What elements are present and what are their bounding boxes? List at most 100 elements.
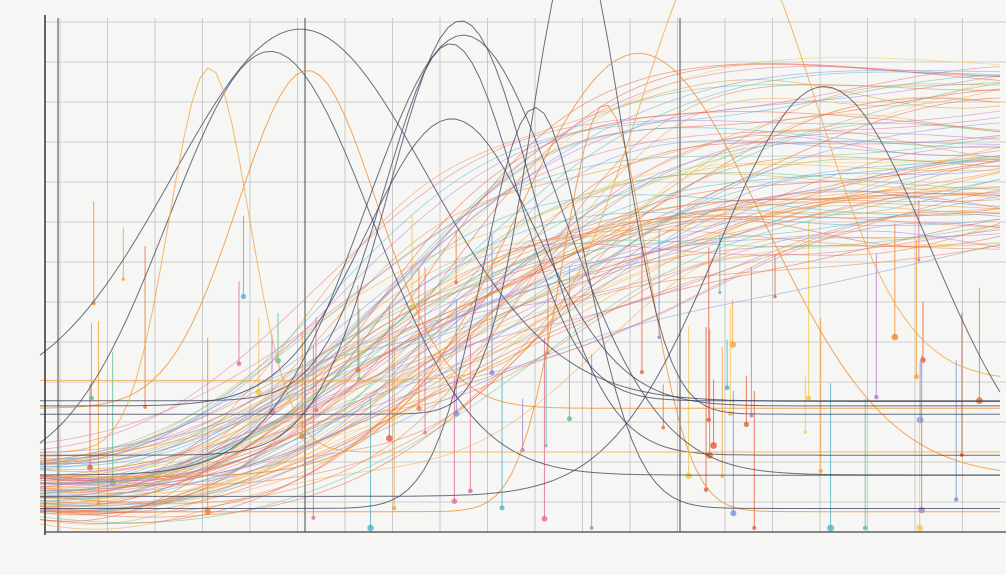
drip-dot [661,425,666,430]
curve [39,218,1001,514]
drip-dot [710,442,717,449]
drip-dot [121,277,125,281]
drip-dot [703,487,709,492]
drip-dot [236,361,242,367]
curve [39,205,1001,508]
curve [39,160,1001,485]
drip-dot [917,258,921,262]
drip-dot [639,370,644,375]
curve [39,172,1001,485]
drip-dot [916,524,923,532]
curve [39,71,1001,494]
curves [39,0,1001,532]
curve [39,233,1001,454]
drip-dot [803,430,807,434]
curve [39,127,1000,512]
curve [39,163,1001,503]
peak-curve [40,52,1001,478]
peak-curve [40,118,1000,407]
curve [39,63,1001,482]
curve [39,173,1001,494]
drip-dot [749,413,754,418]
curve [39,229,1001,505]
drip-dot [727,411,733,417]
drip-dot [451,498,458,504]
curve [39,136,1001,463]
peak-curve [40,0,1000,415]
drip-dot [468,488,473,494]
drip-dot [143,405,147,409]
drip-dot [805,395,812,401]
peak-curve [39,67,1000,453]
curve [39,189,1001,479]
curve [39,97,1001,464]
curve [39,129,1001,494]
drip-dot [724,385,730,391]
peak-curve [40,20,1000,456]
curve [39,171,1001,481]
drip-dot [386,435,393,442]
curve [40,194,1001,502]
drip-dot [918,506,925,514]
curve [39,156,1001,485]
peak-curve [39,28,1000,402]
drip-dot [752,526,757,530]
peak-curve [40,0,1001,381]
curve [39,189,1001,505]
curve [39,122,1001,479]
peak-curve [40,34,1000,476]
drip-dot [544,444,548,448]
curve [39,186,1001,488]
curve [39,84,1000,505]
drip-dot [657,335,661,340]
curve [40,122,1001,491]
drip-dot [367,524,374,532]
curve [39,179,1001,523]
curve [39,117,1001,444]
curve [39,191,1001,518]
curve [39,191,1001,465]
curve [39,110,1001,468]
drip-dot [730,510,737,517]
drip-dot [499,505,505,511]
drip-dot [818,468,823,474]
drip-dot [729,341,737,348]
drip-dot [827,524,834,532]
curve [39,202,1001,458]
peak-curve [40,85,1001,497]
curve [39,242,1001,500]
peak-curve [39,70,1000,409]
curve [39,215,1001,511]
curve [39,57,1001,479]
curve [39,96,1001,511]
drip-dot [589,526,594,530]
curve [39,146,1001,507]
drip-dot [743,421,749,427]
curve [39,229,1001,486]
drip-dot [88,395,94,401]
drip-dot [718,291,722,295]
drip-dot [541,515,548,522]
drip-dot [773,295,777,299]
drip-dot [566,416,573,422]
drip-dot [920,357,926,363]
curve [39,140,1001,495]
drip-dot [913,374,919,380]
curve [39,155,1001,502]
drip-dot [392,506,397,511]
drip-dot [862,525,868,531]
curve [39,210,1001,472]
peak-curve [40,107,1000,509]
drip-dot [311,515,316,520]
curve [39,212,1001,468]
drip-dot [891,333,899,341]
curve [39,140,1001,487]
curve [39,69,1001,466]
drip-dot [685,472,692,480]
curve [39,76,1001,516]
drip-dot [954,497,959,502]
drip-dot [874,394,879,400]
drip-dot [706,417,712,423]
